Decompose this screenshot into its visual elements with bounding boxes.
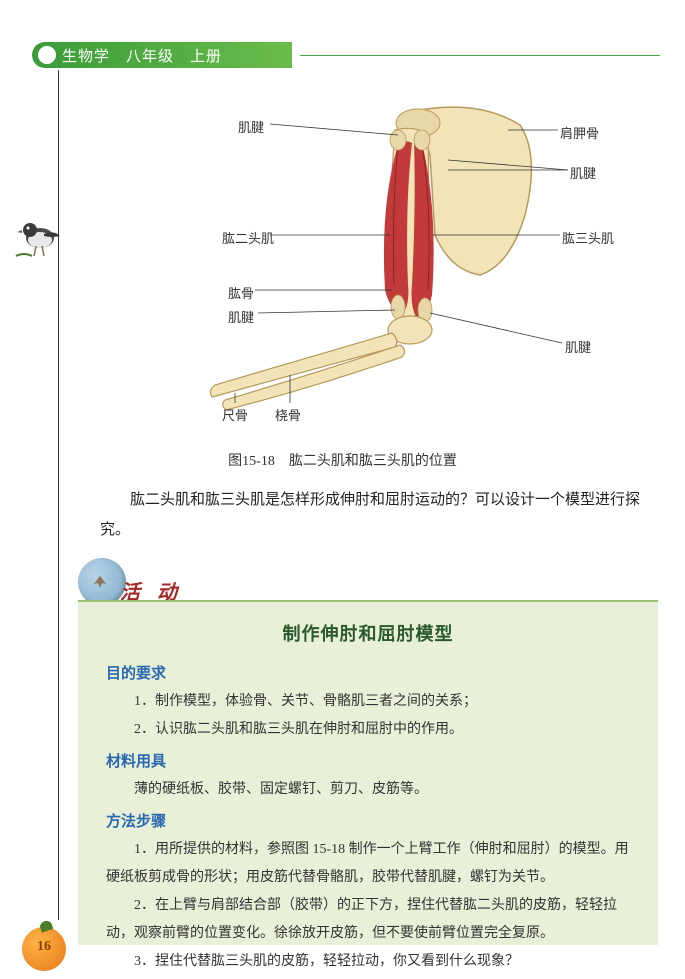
label-jijian-tl: 肌腱 xyxy=(238,117,264,136)
step-2: 2．在上臂与肩部结合部（胶带）的正下方，捏住代替肱二头肌的皮筋，轻轻拉动，观察前… xyxy=(106,892,630,948)
label-gonggu: 肱骨 xyxy=(228,283,254,302)
label-chigu: 尺骨 xyxy=(222,405,248,424)
activity-badge: 活 动 xyxy=(78,558,208,606)
label-jijian-br: 肌腱 xyxy=(565,337,591,356)
label-gongsantou: 肱三头肌 xyxy=(562,228,614,247)
section-materials: 材料用具 xyxy=(106,748,630,776)
activity-box: 制作伸肘和屈肘模型 目的要求 1．制作模型，体验骨、关节、骨骼肌三者之间的关系；… xyxy=(78,600,658,945)
page-number-text: 16 xyxy=(22,939,66,955)
page-number: 16 xyxy=(22,927,66,971)
purpose-2: 2．认识肱二头肌和肱三头肌在伸肘和屈肘中的作用。 xyxy=(106,716,630,744)
label-raogu: 桡骨 xyxy=(275,405,301,424)
materials: 薄的硬纸板、胶带、固定螺钉、剪刀、皮筋等。 xyxy=(106,776,630,804)
label-jijian-ml: 肌腱 xyxy=(228,307,254,326)
bird-icon xyxy=(14,210,66,260)
figure-caption: 图15-18 肱二头肌和肱三头肌的位置 xyxy=(0,450,685,470)
section-steps: 方法步骤 xyxy=(106,808,630,836)
margin-line xyxy=(58,70,59,920)
step-3: 3．捏住代替肱三头肌的皮筋，轻轻拉动，你又看到什么现象？ xyxy=(106,948,630,976)
header-divider xyxy=(300,55,660,56)
label-gongertou: 肱二头肌 xyxy=(222,228,274,247)
body-paragraph: 肱二头肌和肱三头肌是怎样形成伸肘和屈肘运动的？可以设计一个模型进行探究。 xyxy=(100,485,655,545)
step-1: 1．用所提供的材料，参照图 15-18 制作一个上臂工作（伸肘和屈肘）的模型。用… xyxy=(106,836,630,892)
label-jianjiagu: 肩胛骨 xyxy=(560,123,599,142)
purpose-1: 1．制作模型，体验骨、关节、骨骼肌三者之间的关系； xyxy=(106,688,630,716)
anatomy-diagram: 肌腱 肩胛骨 肌腱 肱二头肌 肱三头肌 肱骨 肌腱 肌腱 尺骨 桡骨 xyxy=(140,95,610,435)
label-jijian-tr: 肌腱 xyxy=(570,163,596,182)
header-bar: 生物学 八年级 上册 xyxy=(32,42,292,68)
activity-icon xyxy=(78,558,126,606)
section-purpose: 目的要求 xyxy=(106,660,630,688)
header-text: 生物学 八年级 上册 xyxy=(62,45,222,66)
activity-title: 制作伸肘和屈肘模型 xyxy=(106,620,630,648)
